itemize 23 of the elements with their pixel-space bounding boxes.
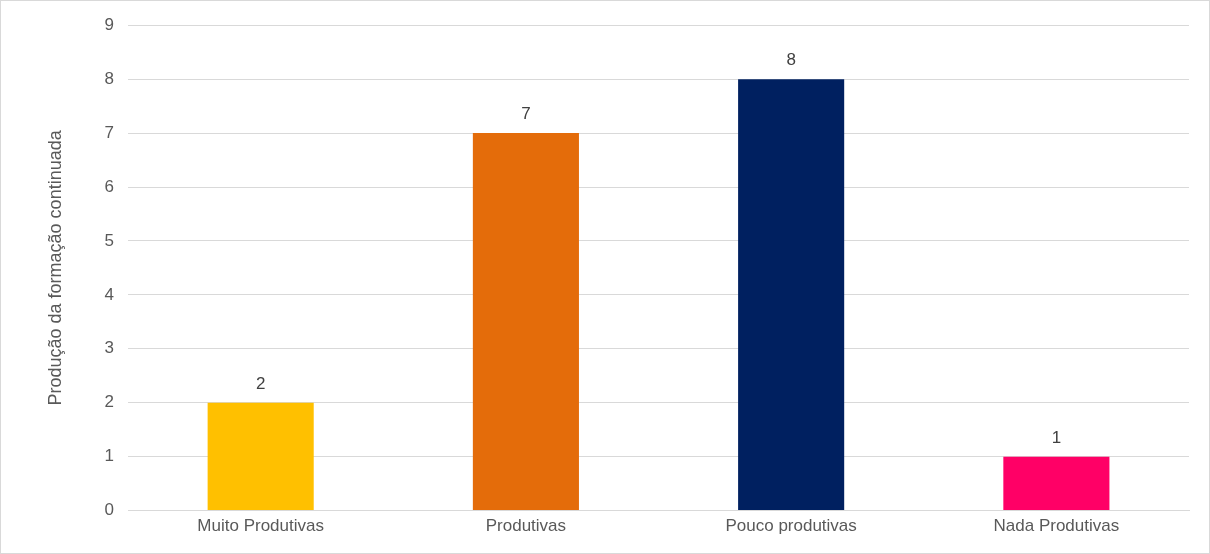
y-axis-title: Produção da formação continuada (44, 129, 65, 406)
y-tick-label: 7 (104, 122, 115, 142)
y-tick-label: 1 (104, 446, 115, 466)
y-tick-label: 9 (104, 14, 115, 34)
bar (738, 79, 845, 511)
x-tick-label: Pouco produtivas (725, 516, 857, 536)
x-tick-label: Muito Produtivas (197, 516, 324, 536)
x-tick-label: Nada Produtivas (993, 516, 1120, 536)
data-label: 8 (786, 50, 796, 70)
data-label: 7 (521, 104, 531, 124)
y-tick-label: 4 (104, 284, 115, 304)
y-tick-label: 6 (104, 176, 115, 196)
y-tick-label: 3 (104, 338, 115, 358)
x-tick-label: Produtivas (485, 516, 567, 536)
y-tick-label: 5 (104, 230, 115, 250)
data-label: 2 (255, 373, 266, 393)
y-tick-label: 2 (104, 392, 115, 412)
bar (207, 402, 314, 511)
bar (1003, 456, 1110, 511)
bar (472, 133, 579, 511)
data-label: 1 (1051, 427, 1062, 447)
y-tick-label: 8 (104, 68, 115, 88)
y-tick-label: 0 (104, 500, 115, 520)
